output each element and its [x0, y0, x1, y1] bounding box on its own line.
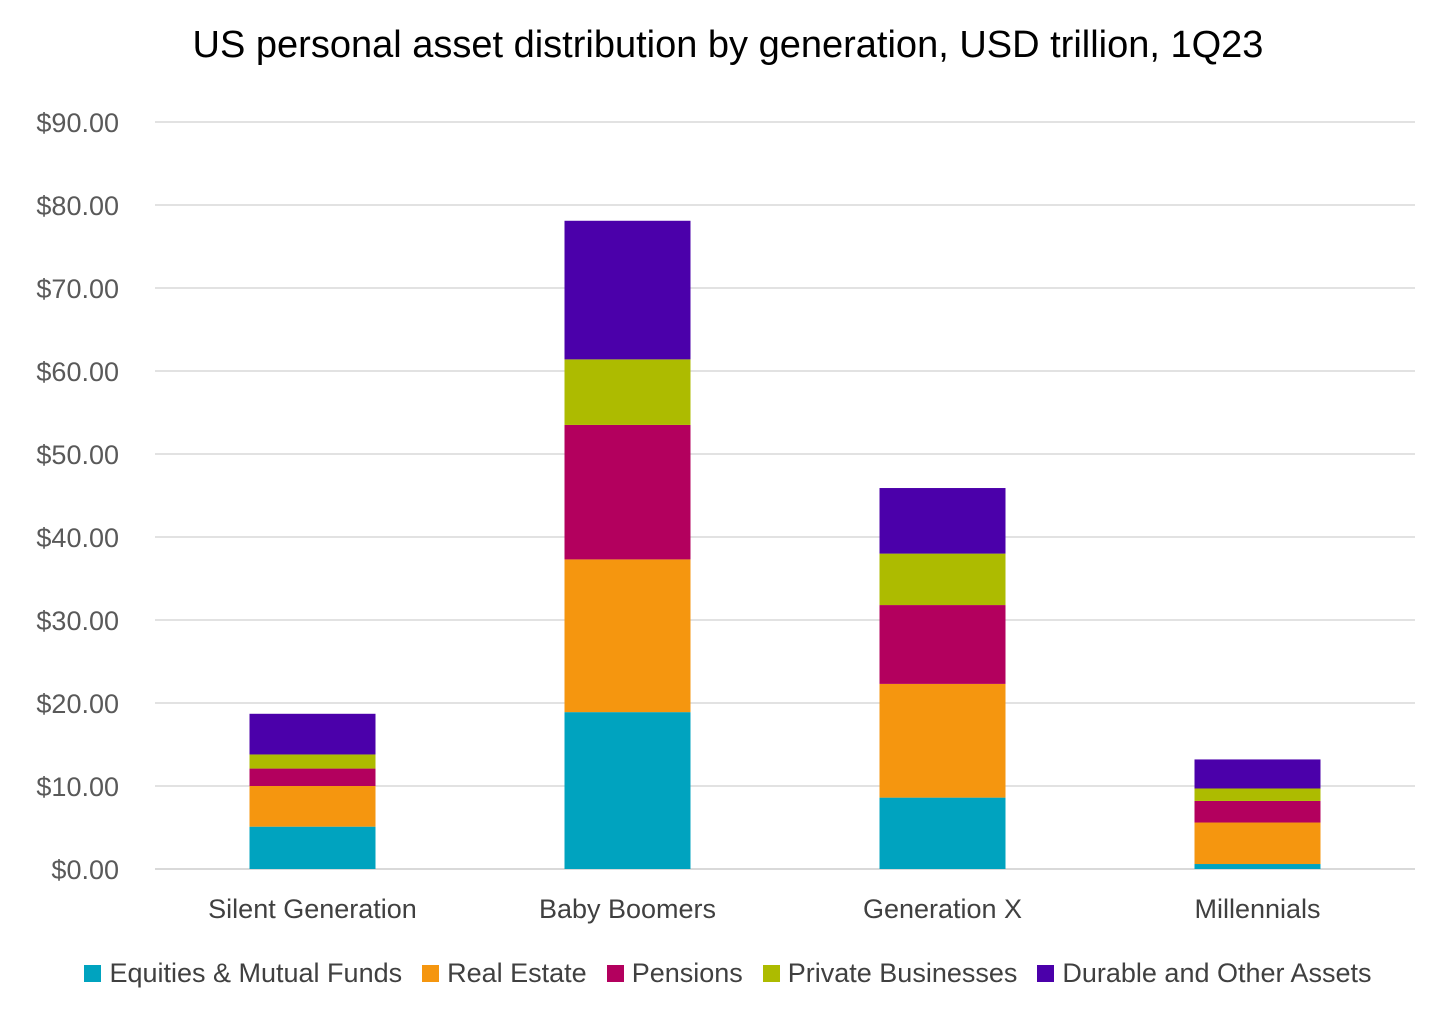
bar-segment [564, 220, 691, 360]
x-category-label: Baby Boomers [539, 894, 716, 924]
legend-swatch [606, 965, 624, 982]
legend-item: Private Businesses [762, 958, 1018, 989]
x-category-label: Millennials [1194, 894, 1320, 924]
legend: Equities & Mutual Funds Real Estate Pensio… [0, 958, 1456, 989]
y-tick-label: $0.00 [51, 855, 119, 885]
bar-stack [249, 713, 376, 869]
y-tick-label: $40.00 [36, 523, 119, 553]
bar-stack [879, 488, 1006, 869]
bar-segment [249, 786, 376, 827]
y-tick-label: $10.00 [36, 772, 119, 802]
chart-title: US personal asset distribution by genera… [192, 24, 1264, 66]
bar-segment [249, 713, 376, 755]
y-tick-label: $20.00 [36, 689, 119, 719]
bar-segment [1194, 822, 1321, 865]
legend-item: Pensions [606, 958, 743, 989]
legend-swatch [422, 965, 440, 982]
y-tick-label: $60.00 [36, 357, 119, 387]
legend-swatch [762, 965, 780, 982]
legend-item: Durable and Other Assets [1037, 958, 1372, 989]
bar-segment [1194, 800, 1321, 823]
bar-segment [879, 553, 1006, 606]
bar-segment [879, 605, 1006, 684]
x-category-label: Generation X [863, 894, 1022, 924]
bar-segment [249, 768, 376, 786]
legend-item: Equities & Mutual Funds [84, 958, 402, 989]
bar-segment [564, 359, 691, 425]
bar-stack [564, 220, 691, 869]
x-category-label: Silent Generation [208, 894, 417, 924]
bar-segment [564, 424, 691, 560]
y-tick-label: $90.00 [36, 108, 119, 138]
legend-label: Pensions [631, 958, 743, 988]
legend-label: Equities & Mutual Funds [109, 958, 403, 988]
y-tick-label: $30.00 [36, 606, 119, 636]
legend-label: Private Businesses [787, 958, 1018, 988]
legend-label: Durable and Other Assets [1062, 958, 1372, 988]
y-tick-label: $50.00 [36, 440, 119, 470]
bar-segment [1194, 788, 1321, 801]
bar-segment [564, 712, 691, 869]
legend-swatch [1037, 965, 1055, 982]
bar-segment [249, 754, 376, 769]
bar-stack [1194, 759, 1321, 869]
bar-segment [1194, 759, 1321, 789]
legend-label: Real Estate [447, 958, 587, 988]
bar-segment [564, 559, 691, 713]
y-tick-label: $70.00 [36, 274, 119, 304]
legend-item: Real Estate [422, 958, 587, 989]
bar-segment [879, 488, 1006, 554]
bar-segment [249, 826, 376, 869]
bar-segment [879, 683, 1006, 798]
legend-swatch [84, 965, 102, 982]
y-tick-label: $80.00 [36, 191, 119, 221]
bar-segment [879, 797, 1006, 869]
bar-segment [1194, 864, 1321, 869]
